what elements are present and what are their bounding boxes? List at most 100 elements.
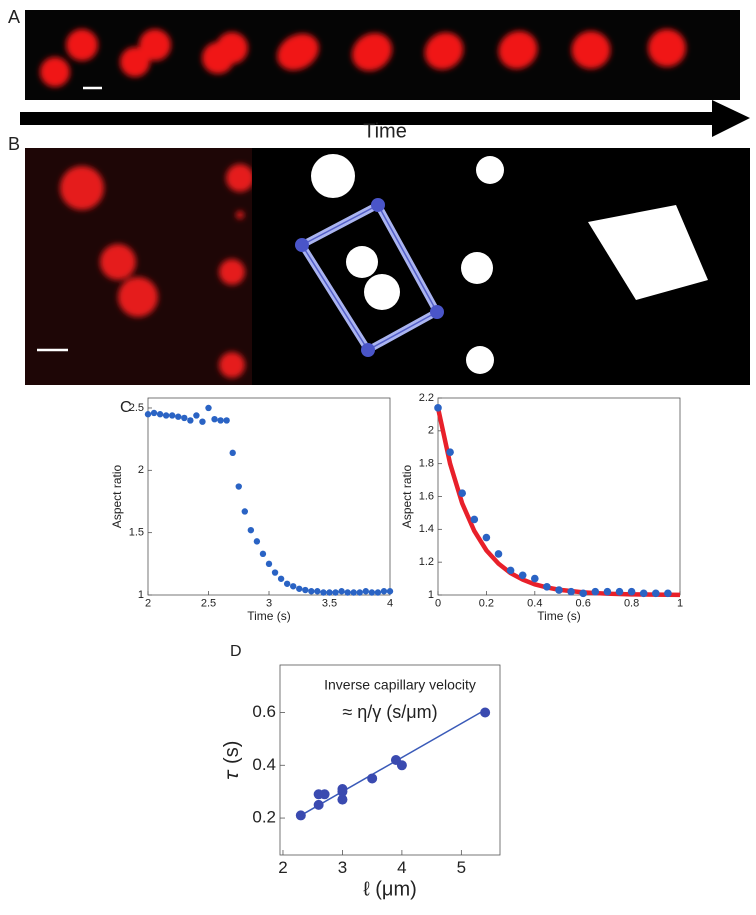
data-point [567,587,575,596]
data-point [253,538,261,545]
plot-area [279,664,501,856]
mask-shape [588,205,708,300]
arrow-head [712,100,750,137]
x-tick-label: 2 [278,858,287,877]
data-point [337,786,348,797]
data-point [229,449,236,457]
data-point [144,411,152,418]
y-tick-label: 1.6 [419,490,434,502]
y-tick-label: 2 [428,425,434,437]
x-axis-label: Time (s) [247,609,291,623]
data-point [302,586,309,594]
data-point [434,404,442,412]
y-tick-label: 1.5 [129,527,144,539]
data-point [259,550,267,558]
panel-label: B [8,134,20,154]
data-point [283,580,291,587]
data-point [211,415,218,423]
data-point [615,587,624,596]
panel-label: C [120,399,132,416]
y-tick-label: 1.8 [419,458,434,470]
x-axis-label: Time (s) [537,609,581,623]
data-point [518,571,527,580]
data-point [169,412,176,419]
plot-area [437,397,681,596]
x-tick-label: 0 [435,598,441,610]
x-tick-label: 2.5 [201,598,216,610]
x-tick-label: 1 [677,598,683,610]
data-point [555,586,563,594]
data-point [603,587,612,596]
x-tick-label: 5 [457,858,466,877]
data-point [506,566,515,575]
data-point [362,588,369,595]
data-point [380,588,388,595]
data-point [150,409,158,417]
annotation: ≈ η/γ (s/μm) [342,702,437,722]
time-arrow [20,112,720,125]
data-point [308,588,315,595]
x-tick-label: 0.2 [479,598,494,610]
data-point [543,582,551,591]
data-point [205,404,212,412]
data-point [480,707,491,718]
y-tick-label: 2.5 [129,402,144,414]
y-tick-label: 1 [138,589,144,601]
data-point [193,412,200,419]
x-tick-label: 4 [397,858,406,877]
x-tick-label: 3.5 [322,598,337,610]
data-point [579,589,587,598]
box-corners [295,198,444,357]
data-point [639,589,648,598]
binary-droplets [311,154,504,374]
data-point [296,585,303,592]
data-point [217,417,224,424]
data-point [326,589,333,596]
x-tick-label: 0.4 [527,598,542,610]
y-tick-label: 0.2 [252,808,276,827]
y-tick-label: 1.2 [419,556,434,568]
x-axis-label: ℓ (μm) [363,878,417,900]
data-point [162,412,170,419]
data-point [652,589,660,598]
data-point [591,587,600,596]
x-tick-label: 3 [338,858,347,877]
y-tick-label: 2.2 [419,392,434,404]
data-point [290,583,297,590]
data-point [313,799,324,810]
data-point [235,483,242,490]
y-tick-label: 0.4 [252,755,276,774]
y-axis-label: Aspect ratio [110,464,124,528]
y-axis-label: 𝜏 (s) [221,741,243,780]
data-point [271,569,279,576]
x-tick-label: 2 [145,598,151,610]
data-point [344,589,351,596]
panel-label: D [230,643,242,660]
data-point [356,589,363,596]
data-point [295,810,306,821]
data-point [175,413,182,420]
data-point [241,508,248,515]
data-point [319,789,330,800]
data-point [482,533,491,542]
data-point [531,574,539,583]
data-point [396,760,407,771]
y-tick-label: 2 [138,464,144,476]
data-point [386,588,394,595]
data-point [187,417,194,424]
y-tick-label: 0.6 [252,702,276,721]
data-point [223,417,230,424]
data-point [277,575,285,582]
x-tick-label: 3 [266,598,272,610]
data-point [314,588,321,595]
y-tick-label: 1 [428,589,434,601]
droplets [60,164,254,378]
data-point [247,526,255,534]
data-point [350,589,357,596]
data-point [332,589,339,596]
data-point [367,773,378,784]
data-point [458,489,467,498]
data-point [338,588,345,595]
data-point [320,589,327,596]
